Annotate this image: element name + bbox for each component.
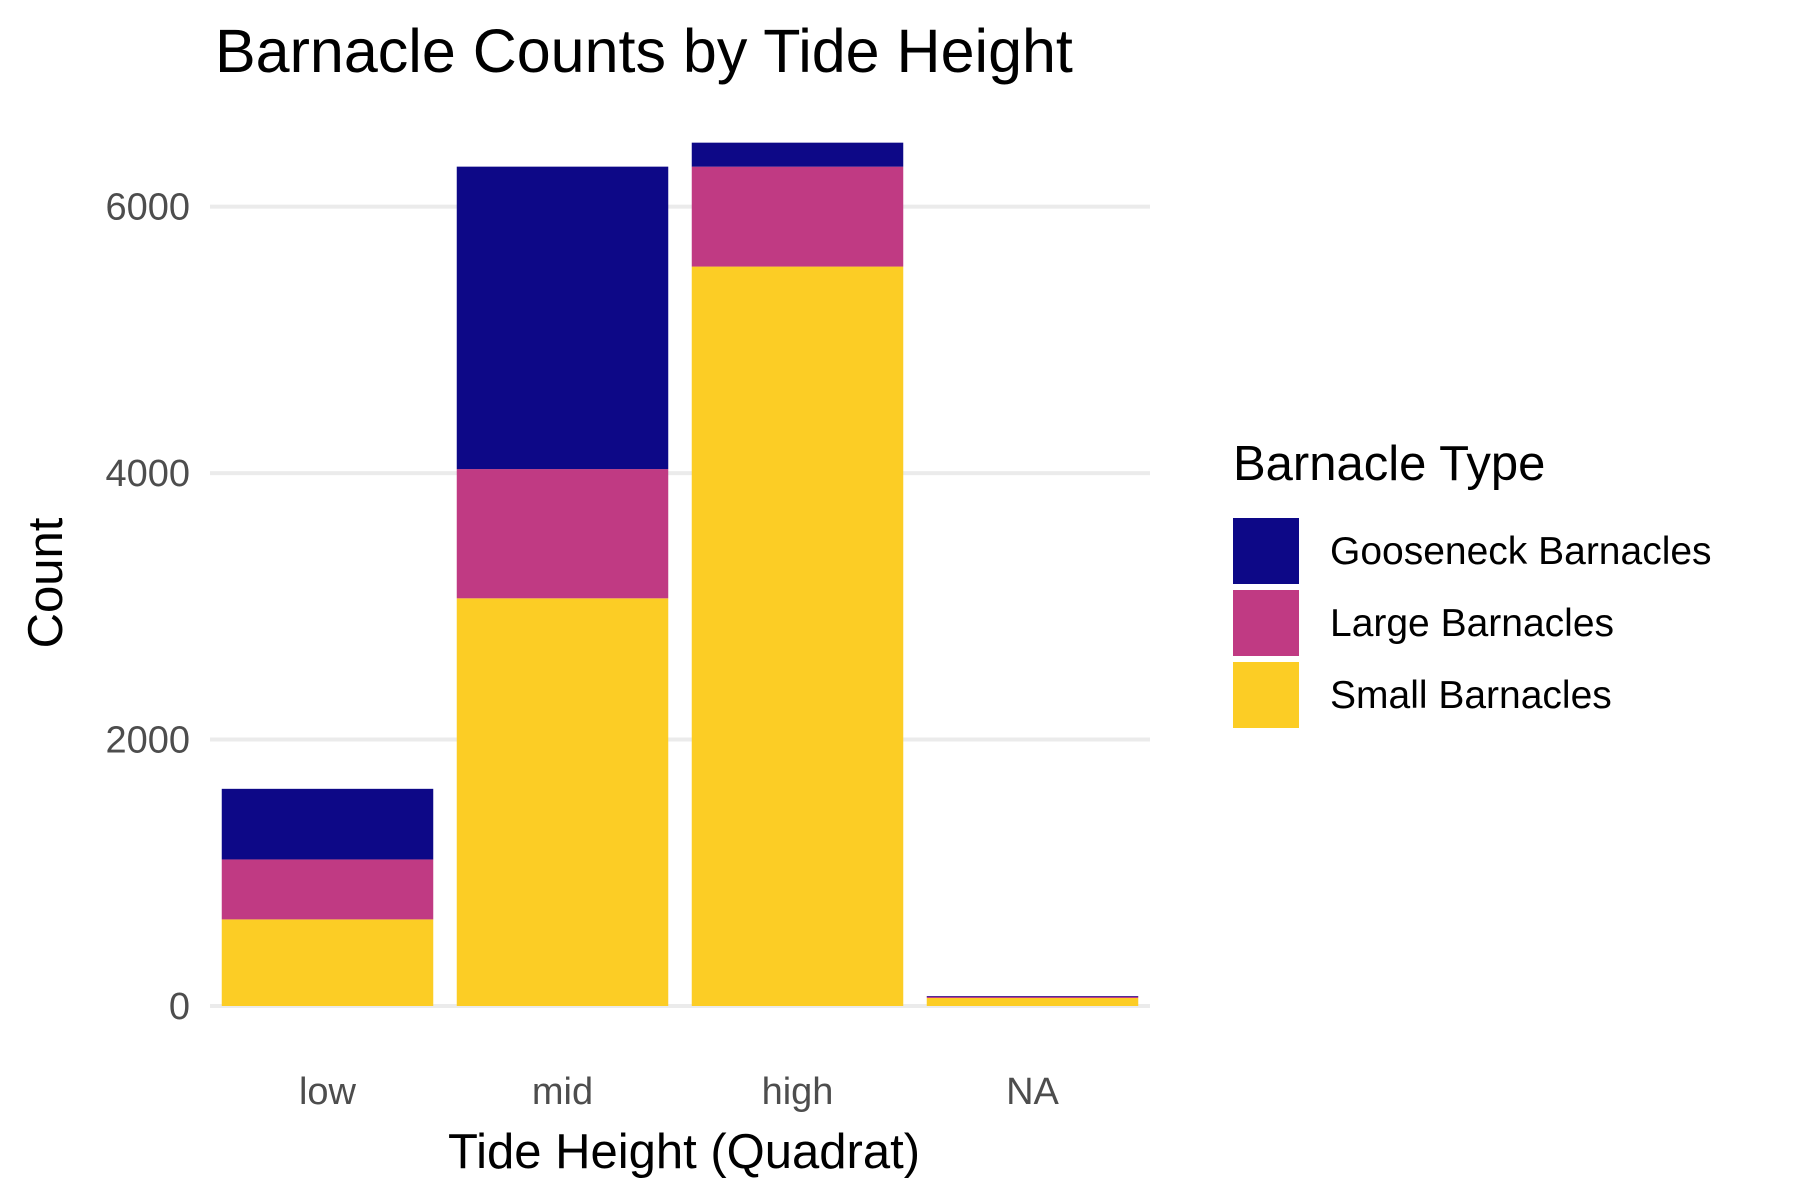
bars	[221, 142, 1139, 1007]
bar-large-barnacles-na	[926, 996, 1139, 999]
x-tick-labels: low mid high NA	[299, 1071, 1060, 1113]
legend-title: Barnacle Type	[1233, 437, 1545, 491]
bar-gooseneck-barnacles-mid	[456, 166, 669, 470]
legend-swatch	[1233, 590, 1299, 656]
bar-small-barnacles-na	[926, 998, 1139, 1006]
y-tick-labels: 0 2000 4000 6000	[105, 187, 190, 1028]
chart-title: Barnacle Counts by Tide Height	[215, 17, 1073, 85]
y-tick-label: 4000	[105, 453, 190, 495]
y-tick-label: 0	[169, 986, 190, 1028]
x-axis-title: Tide Height (Quadrat)	[448, 1125, 920, 1179]
x-tick-label: high	[762, 1071, 834, 1113]
bar-gooseneck-barnacles-na	[926, 996, 1139, 997]
x-tick-label: low	[299, 1071, 357, 1113]
legend-label: Gooseneck Barnacles	[1330, 530, 1712, 573]
bar-small-barnacles-mid	[456, 598, 669, 1006]
y-tick-label: 6000	[105, 187, 190, 229]
bar-large-barnacles-high	[691, 166, 904, 267]
bar-small-barnacles-high	[691, 266, 904, 1007]
legend-label: Small Barnacles	[1330, 674, 1612, 717]
legend-swatch	[1233, 518, 1299, 584]
legend-label: Large Barnacles	[1330, 602, 1614, 645]
x-tick-label: NA	[1006, 1071, 1059, 1113]
bar-gooseneck-barnacles-low	[221, 788, 434, 860]
legend-items: Gooseneck Barnacles Large Barnacles Small …	[1233, 518, 1712, 728]
y-tick-label: 2000	[105, 720, 190, 762]
legend: Barnacle Type Gooseneck Barnacles Large B…	[1233, 437, 1712, 728]
y-axis-title: Count	[19, 517, 73, 648]
bar-gooseneck-barnacles-high	[691, 142, 904, 167]
bar-small-barnacles-low	[221, 919, 434, 1006]
legend-swatch	[1233, 662, 1299, 728]
bar-large-barnacles-mid	[456, 469, 669, 599]
x-tick-label: mid	[532, 1071, 593, 1113]
bar-large-barnacles-low	[221, 859, 434, 920]
